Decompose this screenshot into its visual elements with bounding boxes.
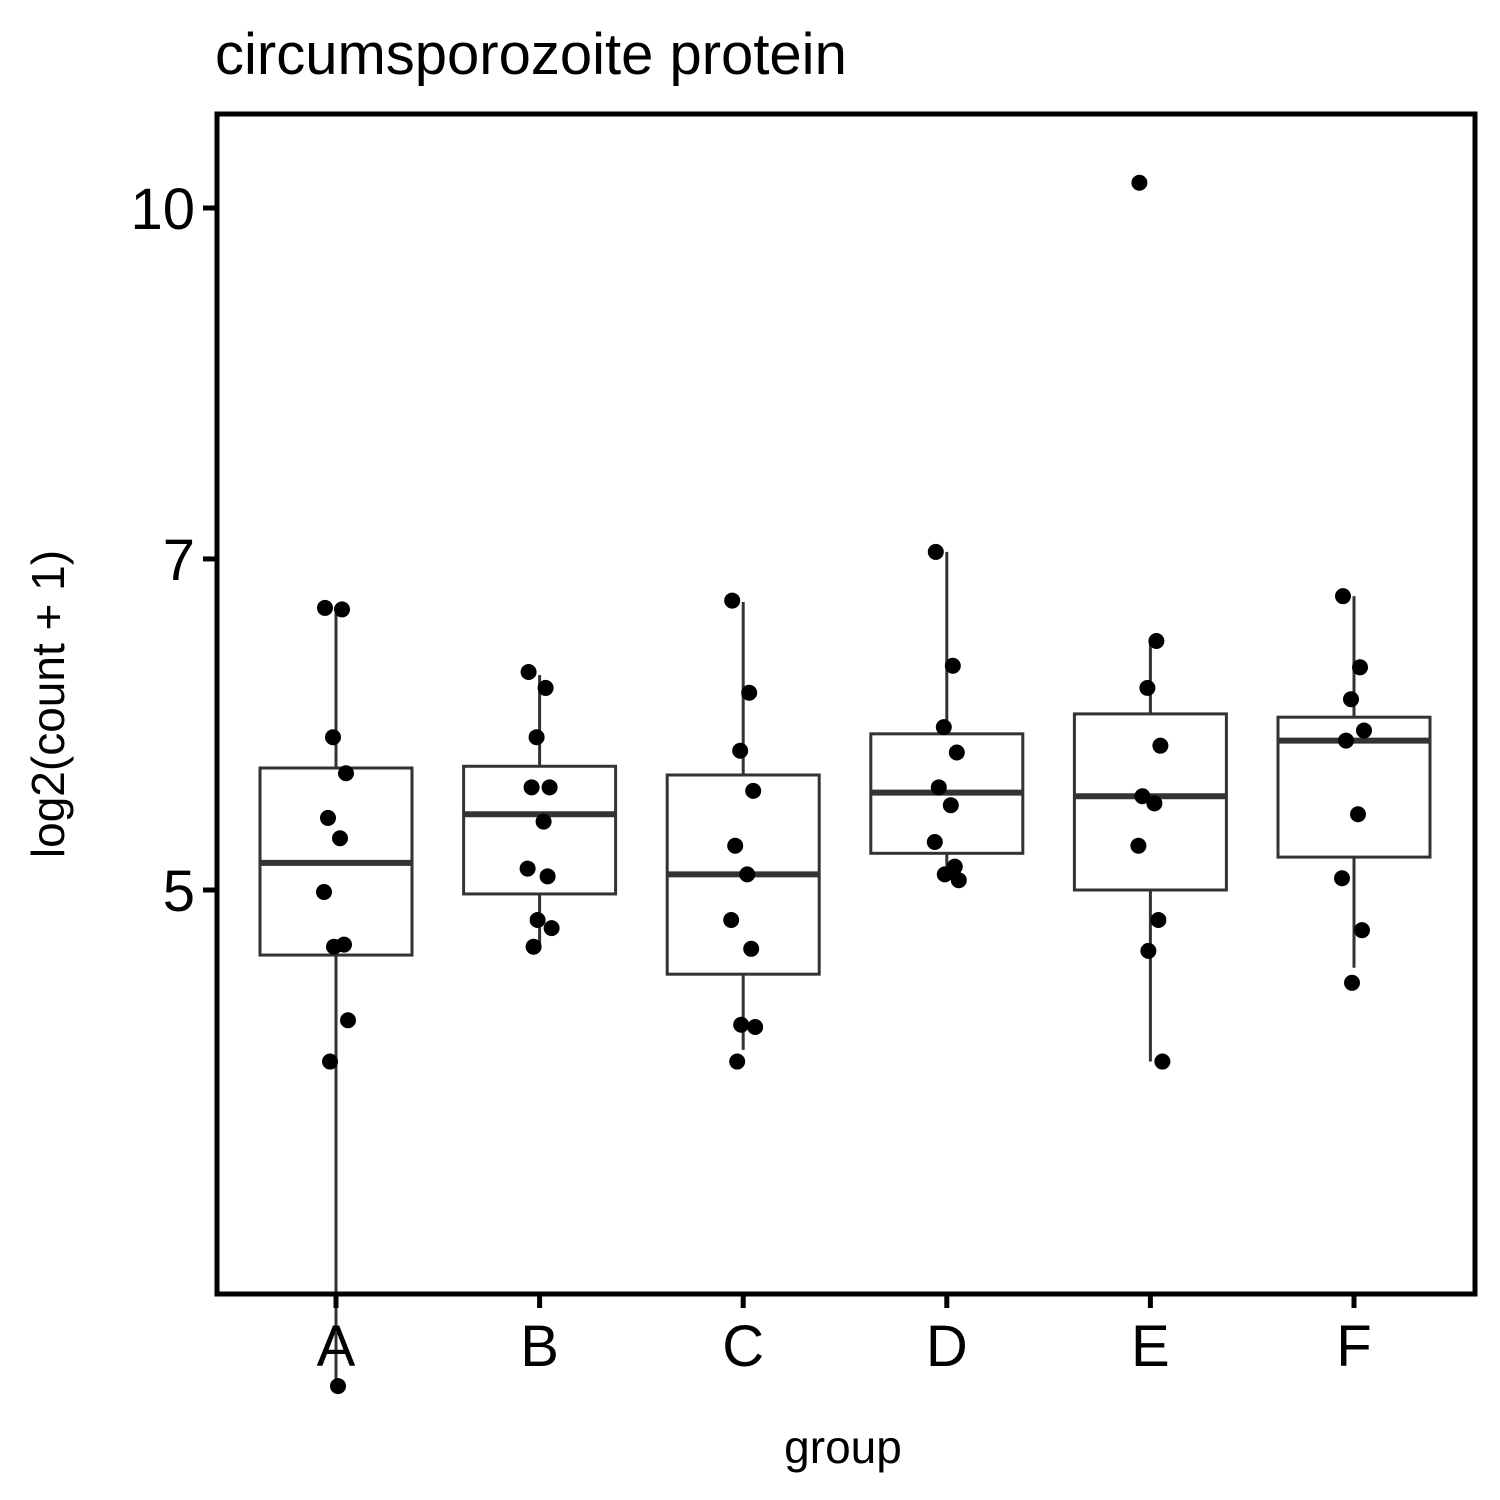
data-point <box>1134 788 1151 805</box>
data-point <box>1352 659 1368 676</box>
data-point <box>525 938 542 955</box>
y-axis: 10 7 5 <box>130 177 217 924</box>
box-iqr <box>462 764 618 896</box>
data-point <box>936 866 953 883</box>
data-point <box>543 920 560 937</box>
x-tick-label: F <box>1336 1314 1371 1379</box>
data-point <box>743 940 760 957</box>
data-point <box>1130 837 1147 854</box>
x-tick-label: D <box>926 1314 968 1379</box>
data-point <box>1152 737 1169 754</box>
data-point <box>729 1053 746 1070</box>
data-point <box>320 809 336 826</box>
x-tick-label: C <box>722 1314 764 1379</box>
data-point <box>942 797 959 814</box>
data-point <box>322 1053 338 1070</box>
data-point <box>1338 732 1354 749</box>
data-point <box>723 911 740 928</box>
data-point <box>316 883 332 900</box>
y-tick-label: 7 <box>163 528 195 593</box>
data-point <box>539 868 556 885</box>
data-point <box>1356 722 1372 739</box>
data-point <box>724 592 741 609</box>
chart-title: circumsporozoite protein <box>215 22 847 87</box>
data-point <box>1154 1053 1171 1070</box>
data-point <box>950 872 967 889</box>
plot-panel-frame <box>214 111 1478 1297</box>
data-point <box>325 729 341 746</box>
data-point <box>529 911 546 928</box>
data-point <box>944 657 961 674</box>
x-tick-label: A <box>317 1314 356 1379</box>
x-axis: A B C D E F <box>317 1294 1372 1379</box>
data-point <box>733 1016 750 1033</box>
data-point <box>1354 922 1370 939</box>
data-point <box>332 830 348 847</box>
data-point <box>334 601 350 618</box>
data-point <box>1344 974 1360 991</box>
data-point <box>326 938 342 955</box>
y-axis-label: log2(count + 1) <box>22 550 74 858</box>
data-point <box>528 729 545 746</box>
data-point <box>741 684 758 701</box>
data-point <box>1140 942 1157 959</box>
data-point <box>541 779 558 796</box>
data-point <box>727 837 744 854</box>
data-point <box>926 833 943 850</box>
x-axis-label: group <box>784 1421 902 1473</box>
data-point <box>1139 679 1156 696</box>
data-point <box>523 779 540 796</box>
data-point <box>747 1019 764 1036</box>
data-point <box>1335 588 1351 605</box>
data-point <box>1350 806 1366 823</box>
data-point <box>1334 870 1350 887</box>
data-point <box>1146 795 1163 812</box>
y-tick-label: 10 <box>130 177 195 242</box>
data-point <box>745 782 762 799</box>
data-point <box>1343 691 1359 708</box>
data-point <box>930 779 947 796</box>
data-point <box>340 1012 356 1029</box>
data-point <box>535 813 552 830</box>
data-point <box>935 719 952 736</box>
data-point <box>338 765 354 782</box>
plot-marks <box>258 174 1432 1395</box>
data-point <box>537 679 554 696</box>
data-point <box>948 744 965 761</box>
data-point <box>317 599 333 616</box>
box-B <box>462 675 618 945</box>
data-point <box>732 742 749 759</box>
data-point <box>330 1378 346 1395</box>
x-tick-label: E <box>1131 1314 1170 1379</box>
box-E <box>1072 640 1228 1062</box>
data-point <box>1131 174 1148 191</box>
data-point <box>1150 911 1167 928</box>
data-point <box>927 543 944 560</box>
box-F <box>1276 596 1432 968</box>
x-tick-label: B <box>520 1314 559 1379</box>
data-point <box>1148 632 1165 649</box>
data-point <box>519 860 536 877</box>
box-C <box>665 602 821 1050</box>
box-A <box>258 610 414 1380</box>
data-point <box>520 664 537 681</box>
y-tick-label: 5 <box>163 859 195 924</box>
box-D <box>869 551 1025 873</box>
data-point <box>739 866 756 883</box>
